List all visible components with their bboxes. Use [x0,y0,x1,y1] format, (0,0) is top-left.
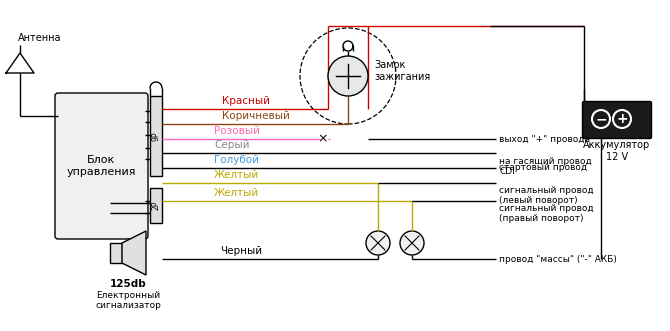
Text: Аккумулятор
12 V: Аккумулятор 12 V [584,140,651,162]
Text: Черный: Черный [220,246,262,256]
Text: Розовый: Розовый [214,126,260,136]
Bar [150,188,162,223]
Text: Антенна: Антенна [18,33,62,43]
Text: Серый: Серый [214,140,249,150]
Circle shape [400,231,424,255]
Bar [150,96,162,176]
Text: 9P: 9P [151,131,161,141]
Text: стартовый провод: стартовый провод [499,164,587,172]
FancyBboxPatch shape [582,102,651,138]
Text: Красный: Красный [222,96,270,106]
Text: сигнальный провод
(левый поворот): сигнальный провод (левый поворот) [499,186,594,206]
Text: Електронный
сигнализатор: Електронный сигнализатор [95,291,161,310]
Text: сигнальный провод
(правый поворот): сигнальный провод (правый поворот) [499,204,594,223]
Text: Желтый: Желтый [214,188,259,198]
Bar [584,130,650,137]
Text: Коричневый: Коричневый [222,111,290,121]
Circle shape [328,56,368,96]
Text: 125db: 125db [110,279,146,289]
FancyBboxPatch shape [55,93,148,239]
Text: Желтый: Желтый [214,170,259,180]
Circle shape [366,231,390,255]
Text: +: + [616,112,628,126]
Text: провод "массы" ("-" АКБ): провод "массы" ("-" АКБ) [499,255,617,263]
Bar [110,243,122,263]
Text: −: − [595,112,607,126]
Text: выход "+" провода: выход "+" провода [499,134,590,144]
Text: на гасящий провод
CDI: на гасящий провод CDI [499,157,592,176]
Text: Замок
зажигания: Замок зажигания [374,60,430,82]
Polygon shape [122,231,146,275]
Text: 2P: 2P [151,201,161,210]
Text: Блок
управления: Блок управления [67,155,136,177]
Text: ×: × [318,132,328,146]
Text: Голубой: Голубой [214,155,259,165]
